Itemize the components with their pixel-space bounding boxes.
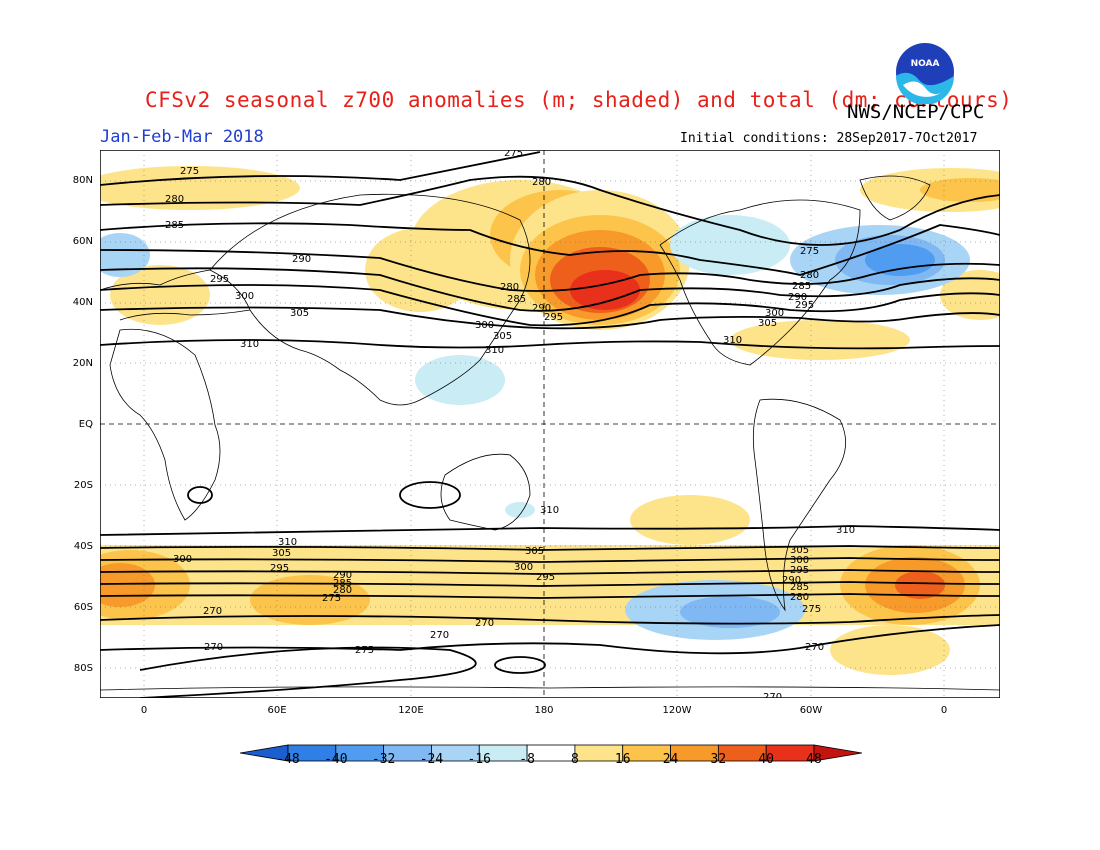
contour-label: 270 [763,692,782,698]
contour-label: 295 [270,563,289,574]
contour-label: 295 [795,300,814,311]
grid-lines [100,150,1000,698]
contour-label: 295 [544,312,563,323]
contour-label: 300 [765,308,784,319]
contour-label: 310 [540,505,559,516]
contour-label: 310 [240,339,259,350]
contour-labels: 275 275 280 280 285 290 295 300 305 310 … [165,150,855,698]
contour-label: 310 [723,335,742,346]
colorbar-label: -16 [467,752,492,767]
colorbar-label: -24 [419,752,444,767]
lon-label-60e: 60E [267,705,287,716]
lat-label-20s: 20S [73,480,93,491]
contour-label: 270 [204,642,223,653]
lat-label-20n: 20N [72,358,93,369]
lat-label-80n: 80N [72,175,93,186]
lon-label-0-right: 0 [940,705,948,716]
contour-label: 290 [292,254,311,265]
lat-label-80s: 80S [73,663,93,674]
lon-label-180: 180 [534,705,554,716]
lat-label-eq: EQ [78,419,93,430]
colorbar-label: -48 [276,752,300,767]
contour-label: 295 [536,572,555,583]
colorbar [240,744,862,762]
contour-label: 275 [322,593,341,604]
contour-label: 290 [788,292,807,303]
colorbar-cell [813,744,862,762]
agency-label: NWS/NCEP/CPC [847,101,985,123]
height-contours [100,151,1000,698]
colorbar-label: 24 [662,752,679,767]
contour-label: 280 [790,592,809,603]
contour-label: 280 [532,177,551,188]
colorbar-label: -32 [371,752,396,767]
contour-label: 270 [430,630,449,641]
contour-label: 300 [235,291,254,302]
lon-label-120w: 120W [662,705,692,716]
colorbar-label: 48 [806,752,822,767]
contour-label: 290 [333,570,352,581]
contour-label: 275 [802,604,821,615]
contour-label: 280 [800,270,819,281]
contour-label: 270 [475,618,494,629]
lon-label-0: 0 [140,705,148,716]
colorbar-label: -40 [324,752,348,767]
contour-label: 285 [790,582,809,593]
contour-label: 310 [836,525,855,536]
contour-label: 280 [165,194,184,205]
contour-label: 270 [805,642,824,653]
contour-label: 310 [278,537,297,548]
lat-label-60s: 60S [73,602,93,613]
contour-label: 305 [493,331,512,342]
contour-label: 275 [504,150,523,159]
colorbar-label: 40 [758,752,774,767]
contour-label: 290 [532,303,551,314]
noaa-logo: NOAA [894,41,956,104]
map-panel: 275 275 280 280 285 290 295 300 305 310 … [100,150,1000,698]
coastlines [100,175,1000,691]
noaa-logo-text: NOAA [911,59,940,69]
lon-label-120e: 120E [398,705,424,716]
colorbar-label: 32 [710,752,727,767]
colorbar-label: -8 [519,752,535,767]
contour-label: 285 [333,578,352,589]
contour-label: 280 [333,585,352,596]
lat-label-40s: 40S [73,541,93,552]
lat-label-60n: 60N [72,236,93,247]
contour-label: 275 [180,166,199,177]
contour-label: 285 [165,220,184,231]
colorbar-label: 16 [614,752,631,767]
contour-label: 305 [290,308,309,319]
contour-label: 300 [475,320,494,331]
contour-label: 275 [800,246,819,257]
contour-label: 280 [500,282,519,293]
map-title: CFSv2 seasonal z700 anomalies (m; shaded… [145,88,1013,112]
contour-label: 300 [790,555,809,566]
contour-label: 305 [525,546,544,557]
contour-label: 305 [272,548,291,559]
contour-label: 270 [203,606,222,617]
contour-label: 275 [355,645,374,656]
contour-label: 295 [210,274,229,285]
contour-label: 300 [514,562,533,573]
lon-label-60w: 60W [799,705,823,716]
colorbar-label: 8 [570,752,579,767]
contour-label: 300 [173,554,192,565]
season-label: Jan-Feb-Mar 2018 [100,127,264,147]
contour-label: 310 [485,345,504,356]
lat-label-40n: 40N [72,297,93,308]
contour-label: 285 [792,281,811,292]
contour-label: 305 [790,545,809,556]
contour-label: 295 [790,565,809,576]
initial-conditions-label: Initial conditions: 28Sep2017-7Oct2017 [680,131,978,146]
contour-label: 305 [758,318,777,329]
contour-label: 285 [507,294,526,305]
contour-label: 290 [782,575,801,586]
